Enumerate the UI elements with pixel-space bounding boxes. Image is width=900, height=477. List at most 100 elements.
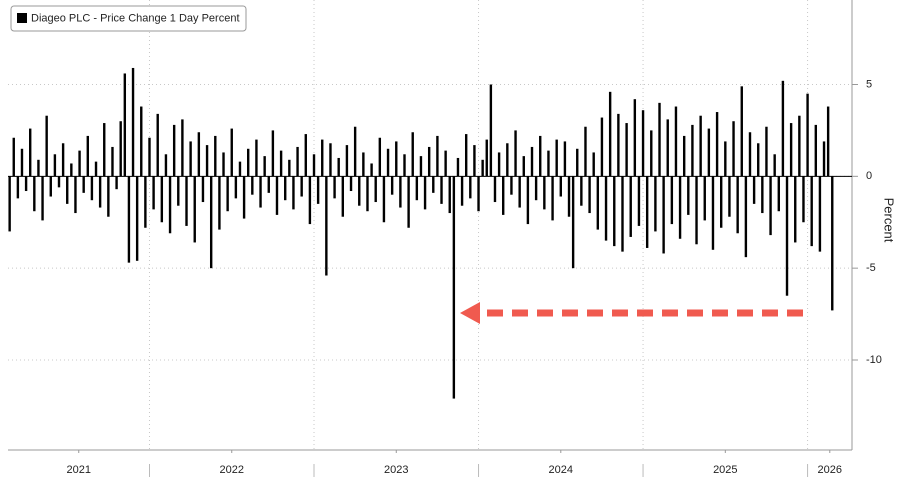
bar	[551, 176, 554, 221]
bar	[140, 106, 143, 177]
bar	[247, 148, 250, 177]
bar	[16, 176, 20, 199]
bar	[57, 176, 61, 188]
bar	[427, 146, 431, 177]
bar	[304, 134, 307, 177]
bar	[308, 176, 312, 225]
bar	[707, 128, 711, 177]
bar	[432, 176, 435, 193]
bar	[98, 176, 102, 208]
bar	[761, 176, 764, 214]
bar	[296, 146, 299, 177]
bar	[658, 102, 661, 177]
bar	[333, 176, 336, 199]
arrow-head	[460, 302, 480, 324]
bar	[703, 176, 706, 221]
bar	[374, 176, 377, 203]
bar	[61, 143, 65, 177]
bar	[415, 176, 419, 201]
x-tick-label: 2022	[220, 464, 244, 476]
bar	[633, 99, 637, 177]
y-tick-label: -10	[866, 354, 882, 366]
bar	[292, 176, 295, 210]
bar	[752, 176, 756, 204]
bar	[794, 176, 797, 243]
bar	[514, 130, 517, 177]
bar	[629, 176, 632, 237]
bar	[90, 176, 94, 201]
y-axis-label: Percent	[882, 198, 897, 243]
bar	[378, 137, 382, 177]
bar	[103, 123, 106, 177]
bar	[411, 132, 414, 177]
bar	[489, 84, 493, 177]
bar	[259, 176, 262, 208]
bar	[362, 152, 365, 177]
bar	[539, 135, 542, 177]
bar	[74, 176, 77, 214]
bar	[645, 176, 649, 248]
bar	[567, 176, 571, 217]
bar	[596, 176, 600, 230]
bar	[325, 176, 328, 276]
bar	[20, 148, 24, 177]
bar	[493, 176, 497, 203]
bar	[160, 176, 164, 223]
bar	[321, 139, 324, 177]
bar	[395, 141, 398, 177]
bar	[349, 176, 353, 192]
y-tick-label: 0	[866, 170, 872, 182]
bar	[341, 176, 345, 217]
bar	[12, 137, 15, 177]
bar	[366, 176, 369, 212]
bar	[440, 176, 443, 204]
bar	[682, 135, 686, 177]
bar	[699, 115, 702, 177]
bar	[625, 123, 628, 177]
bar	[8, 176, 11, 232]
bar	[152, 176, 155, 210]
bar	[123, 73, 127, 177]
bar	[148, 137, 151, 177]
bar	[144, 176, 147, 228]
bar	[201, 176, 205, 203]
bar	[543, 176, 546, 210]
bar	[288, 159, 291, 177]
bar	[666, 119, 669, 177]
bar	[485, 139, 488, 177]
bar	[604, 176, 608, 241]
bar	[534, 176, 538, 201]
x-tick-label: 2025	[713, 464, 737, 476]
bar	[300, 176, 303, 197]
bar	[732, 121, 735, 177]
bar	[70, 163, 73, 177]
bar	[691, 124, 694, 177]
bar	[711, 176, 715, 250]
bar	[757, 143, 760, 177]
x-tick-label: 2021	[67, 464, 91, 476]
bar	[168, 176, 172, 234]
bar	[522, 156, 525, 177]
bar	[181, 119, 184, 177]
bar	[773, 154, 776, 177]
bar	[736, 176, 739, 234]
bar	[810, 176, 813, 247]
bar	[386, 148, 390, 177]
bar	[802, 176, 805, 223]
bar	[222, 152, 225, 177]
bar	[238, 161, 242, 177]
bar	[740, 86, 743, 177]
bar	[399, 176, 402, 208]
y-tick-label: 5	[866, 78, 872, 90]
bar	[271, 130, 275, 177]
bar	[621, 176, 624, 252]
bar	[131, 67, 135, 177]
bar	[469, 176, 472, 199]
bar	[156, 113, 159, 177]
bar	[748, 132, 752, 177]
bar	[115, 176, 118, 190]
bar	[193, 176, 196, 243]
bar	[218, 176, 221, 230]
bar	[477, 176, 480, 212]
